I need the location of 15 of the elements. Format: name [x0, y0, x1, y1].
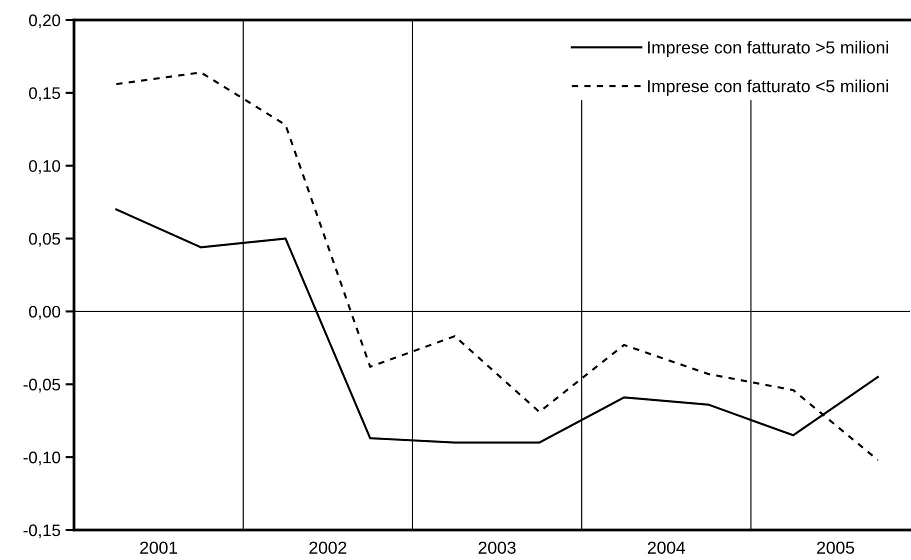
- legend-label: Imprese con fatturato <5 milioni: [648, 80, 888, 96]
- legend-label: Imprese con fatturato >5 milioni: [648, 40, 888, 58]
- x-tick-label: 2005: [817, 542, 854, 554]
- x-tick-label: 2003: [478, 542, 516, 554]
- y-tick-label: -0,10: [24, 452, 60, 466]
- y-tick-label: 0,15: [29, 87, 60, 102]
- y-tick-label: 0,05: [29, 232, 60, 247]
- y-tick-label: 0,20: [29, 14, 60, 28]
- x-tick-label: 2001: [140, 542, 178, 554]
- y-tick-label: 0,10: [29, 160, 60, 174]
- x-tick-label: 2004: [648, 542, 686, 554]
- x-tick-label: 2002: [309, 542, 346, 554]
- y-tick-label: -0,15: [24, 524, 60, 538]
- y-tick-label: 0,00: [29, 306, 60, 320]
- y-tick-label: -0,05: [24, 378, 60, 392]
